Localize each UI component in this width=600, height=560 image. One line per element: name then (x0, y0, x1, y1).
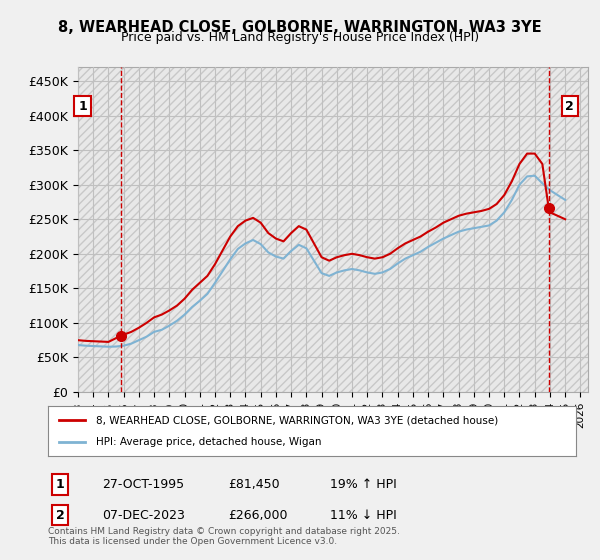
Text: 07-DEC-2023: 07-DEC-2023 (102, 508, 185, 522)
Text: 2: 2 (56, 508, 64, 522)
Text: 2: 2 (565, 100, 574, 113)
Text: 1: 1 (56, 478, 64, 491)
Text: 19% ↑ HPI: 19% ↑ HPI (330, 478, 397, 491)
Text: 11% ↓ HPI: 11% ↓ HPI (330, 508, 397, 522)
Text: 8, WEARHEAD CLOSE, GOLBORNE, WARRINGTON, WA3 3YE: 8, WEARHEAD CLOSE, GOLBORNE, WARRINGTON,… (58, 20, 542, 35)
Text: 8, WEARHEAD CLOSE, GOLBORNE, WARRINGTON, WA3 3YE (detached house): 8, WEARHEAD CLOSE, GOLBORNE, WARRINGTON,… (95, 415, 498, 425)
Text: 1: 1 (78, 100, 87, 113)
Text: £266,000: £266,000 (228, 508, 287, 522)
Text: 27-OCT-1995: 27-OCT-1995 (102, 478, 184, 491)
Text: Price paid vs. HM Land Registry's House Price Index (HPI): Price paid vs. HM Land Registry's House … (121, 31, 479, 44)
Text: £81,450: £81,450 (228, 478, 280, 491)
Text: HPI: Average price, detached house, Wigan: HPI: Average price, detached house, Wiga… (95, 437, 321, 447)
Text: Contains HM Land Registry data © Crown copyright and database right 2025.
This d: Contains HM Land Registry data © Crown c… (48, 526, 400, 546)
